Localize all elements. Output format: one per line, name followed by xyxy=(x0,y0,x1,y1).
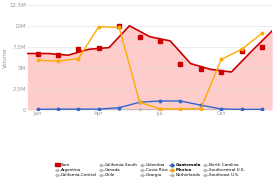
Y-axis label: Volume: Volume xyxy=(3,47,8,68)
Legend: Sum, Argentina, California-Central, California-South, Canada, Chile, Colombia, C: Sum, Argentina, California-Central, Cali… xyxy=(53,162,246,179)
